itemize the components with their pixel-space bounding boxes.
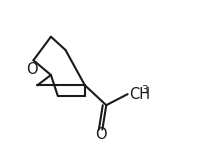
Text: CH: CH <box>130 87 151 102</box>
Text: O: O <box>96 127 107 142</box>
Text: 3: 3 <box>142 85 148 95</box>
Text: O: O <box>26 62 37 77</box>
